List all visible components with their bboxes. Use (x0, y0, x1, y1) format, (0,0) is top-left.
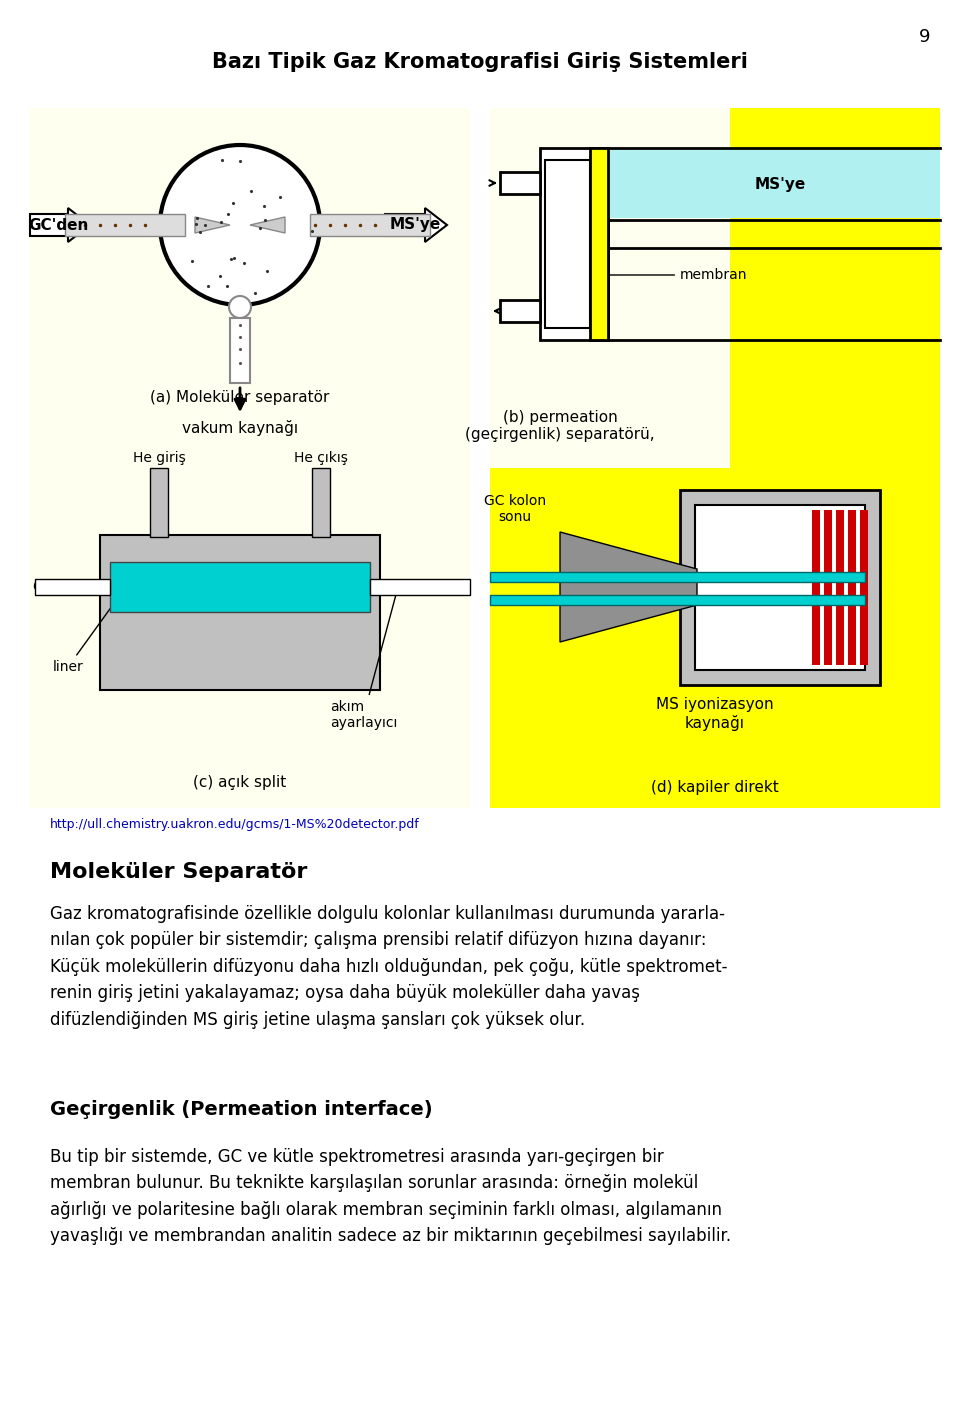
Bar (490, 109, 940, 468)
Text: Bazı Tipik Gaz Kromatografisi Giriş Sistemleri: Bazı Tipik Gaz Kromatografisi Giriş Sist… (212, 51, 748, 71)
Text: He çıkış: He çıkış (294, 451, 348, 466)
Circle shape (229, 296, 251, 318)
Bar (608, 150, 940, 218)
Text: Bu tip bir sistemde, GC ve kütle spektrometresi arasında yarı-geçirgen bir
membr: Bu tip bir sistemde, GC ve kütle spektro… (50, 1148, 732, 1245)
Text: 9: 9 (919, 29, 930, 46)
Bar (490, 595, 865, 605)
Bar (30, 109, 470, 468)
Bar (545, 160, 590, 328)
FancyArrow shape (30, 208, 90, 241)
Bar (30, 468, 470, 808)
Text: MS iyonizasyon
kaynağı: MS iyonizasyon kaynağı (657, 697, 774, 731)
Bar (65, 214, 185, 236)
Bar (836, 510, 844, 665)
Bar (680, 490, 880, 685)
Text: Geçirgenlik (Permeation interface): Geçirgenlik (Permeation interface) (50, 1100, 433, 1120)
Bar (590, 149, 608, 340)
Text: (d) kapiler direkt: (d) kapiler direkt (651, 780, 779, 795)
Bar (812, 510, 820, 665)
Bar (490, 468, 940, 808)
Text: MS'ye: MS'ye (755, 177, 805, 191)
Bar (860, 510, 868, 665)
Bar (100, 536, 380, 690)
Bar (230, 318, 250, 383)
Circle shape (160, 146, 320, 306)
Bar (824, 510, 832, 665)
Text: http://ull.chemistry.uakron.edu/gcms/1-MS%20detector.pdf: http://ull.chemistry.uakron.edu/gcms/1-M… (50, 818, 420, 831)
Bar (370, 578, 470, 595)
Bar (500, 300, 540, 321)
Bar (312, 468, 330, 537)
Bar (110, 563, 370, 613)
Text: (c) açık split: (c) açık split (193, 775, 287, 790)
Polygon shape (560, 533, 697, 643)
Text: membran: membran (603, 268, 748, 281)
Text: GC'den: GC'den (33, 580, 87, 594)
Bar (35, 578, 110, 595)
Text: He giriş: He giriş (132, 451, 185, 466)
Text: (a) Moleküler separatör: (a) Moleküler separatör (151, 390, 329, 406)
Text: Moleküler Separatör: Moleküler Separatör (50, 863, 307, 883)
Bar (730, 109, 940, 468)
Text: GC kolon
sonu: GC kolon sonu (484, 494, 546, 524)
FancyArrow shape (385, 208, 447, 241)
Bar (695, 506, 865, 670)
Text: Gaz kromatografisinde özellikle dolgulu kolonlar kullanılması durumunda yararla-: Gaz kromatografisinde özellikle dolgulu … (50, 905, 728, 1028)
Bar (848, 510, 856, 665)
Polygon shape (195, 217, 230, 233)
Text: akım
ayarlayıcı: akım ayarlayıcı (330, 590, 397, 730)
Text: (b) permeation
(geçirgenlik) separatörü,: (b) permeation (geçirgenlik) separatörü, (466, 410, 655, 443)
Bar (150, 468, 168, 537)
Text: MS'ye: MS'ye (382, 580, 428, 594)
Text: liner: liner (53, 597, 118, 674)
Bar (500, 171, 540, 194)
Bar (310, 214, 430, 236)
Bar (540, 149, 608, 340)
Text: MS'ye: MS'ye (390, 217, 441, 233)
Polygon shape (250, 217, 285, 233)
Bar (490, 573, 865, 583)
Text: GC'den: GC'den (28, 217, 88, 233)
Text: vakum kaynağı: vakum kaynağı (182, 420, 298, 436)
